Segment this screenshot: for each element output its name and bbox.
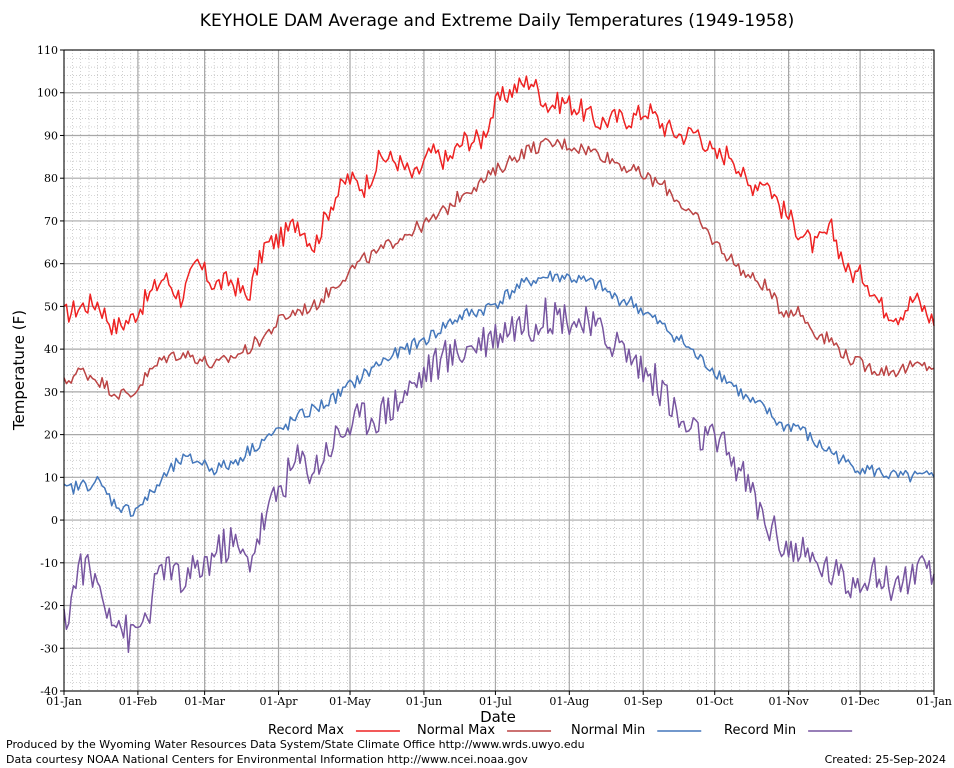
plot-frame xyxy=(63,49,935,692)
x-tick-label: 01-Mar xyxy=(184,695,226,708)
x-axis-ticks: 01-Jan 01-Feb 01-Mar 01-Apr 01-May 01-Jun 01-J… xyxy=(46,691,952,708)
x-tick-label: 01-Jan xyxy=(46,695,82,708)
y-tick-label: -40 xyxy=(40,685,58,698)
x-tick-label: 01-Sep xyxy=(624,695,663,708)
chart-title: KEYHOLE DAM Average and Extreme Daily Te… xyxy=(200,11,794,31)
minor-gridlines xyxy=(63,49,934,692)
series-lines xyxy=(63,75,935,654)
legend-label-normal-min: Normal Min xyxy=(571,723,645,738)
major-gridlines xyxy=(63,49,935,692)
plot-area xyxy=(63,49,935,692)
plot-background xyxy=(64,50,934,691)
footer-credit-line-2: Data courtesy NOAA National Centers for … xyxy=(6,753,528,766)
x-tick-label: 01-Jan xyxy=(916,695,952,708)
footer-credit-line-1: Produced by the Wyoming Water Resources … xyxy=(6,738,585,751)
legend-label-record-max: Record Max xyxy=(268,723,344,738)
x-tick-label: 01-Jun xyxy=(406,695,442,708)
series-line-normal-max xyxy=(63,137,935,400)
y-tick-label: -10 xyxy=(40,557,58,570)
x-axis-label: Date xyxy=(480,708,516,726)
footer-created-date: Created: 25-Sep-2024 xyxy=(825,753,946,766)
y-tick-label: 30 xyxy=(44,386,58,399)
y-tick-label: -30 xyxy=(40,642,58,655)
y-tick-label: 60 xyxy=(44,258,58,271)
y-tick-label: 100 xyxy=(37,87,58,100)
x-tick-label: 01-Oct xyxy=(696,695,734,708)
y-tick-label: 0 xyxy=(51,514,58,527)
x-tick-label: 01-May xyxy=(329,695,372,708)
x-tick-label: 01-Dec xyxy=(841,695,880,708)
y-tick-label: 110 xyxy=(37,44,58,57)
y-axis-label: Temperature (F) xyxy=(10,310,28,431)
legend-label-record-min: Record Min xyxy=(724,723,796,738)
x-tick-label: 01-Aug xyxy=(549,695,589,708)
y-axis-ticks: -40 -30 -20 -10 0 10 20 30 40 50 60 70 80 90 100 110 xyxy=(37,44,64,698)
legend: Record Max Normal Max Normal Min Record Min xyxy=(268,723,853,738)
y-tick-label: 80 xyxy=(44,172,58,185)
legend-label-normal-max: Normal Max xyxy=(417,723,495,738)
y-tick-label: -20 xyxy=(40,600,58,613)
x-tick-label: 01-Feb xyxy=(119,695,157,708)
y-tick-label: 10 xyxy=(44,471,58,484)
x-tick-label: 01-Nov xyxy=(769,695,810,708)
series-line-record-max xyxy=(63,75,935,336)
x-tick-label: 01-Apr xyxy=(260,695,299,708)
y-tick-label: 20 xyxy=(44,429,58,442)
x-tick-label: 01-Jul xyxy=(479,695,512,708)
y-tick-label: 70 xyxy=(44,215,58,228)
series-line-record-min xyxy=(63,297,935,654)
y-tick-label: 90 xyxy=(44,129,58,142)
series-line-normal-min xyxy=(63,270,935,517)
y-tick-label: 40 xyxy=(44,343,58,356)
y-tick-label: 50 xyxy=(44,300,58,313)
